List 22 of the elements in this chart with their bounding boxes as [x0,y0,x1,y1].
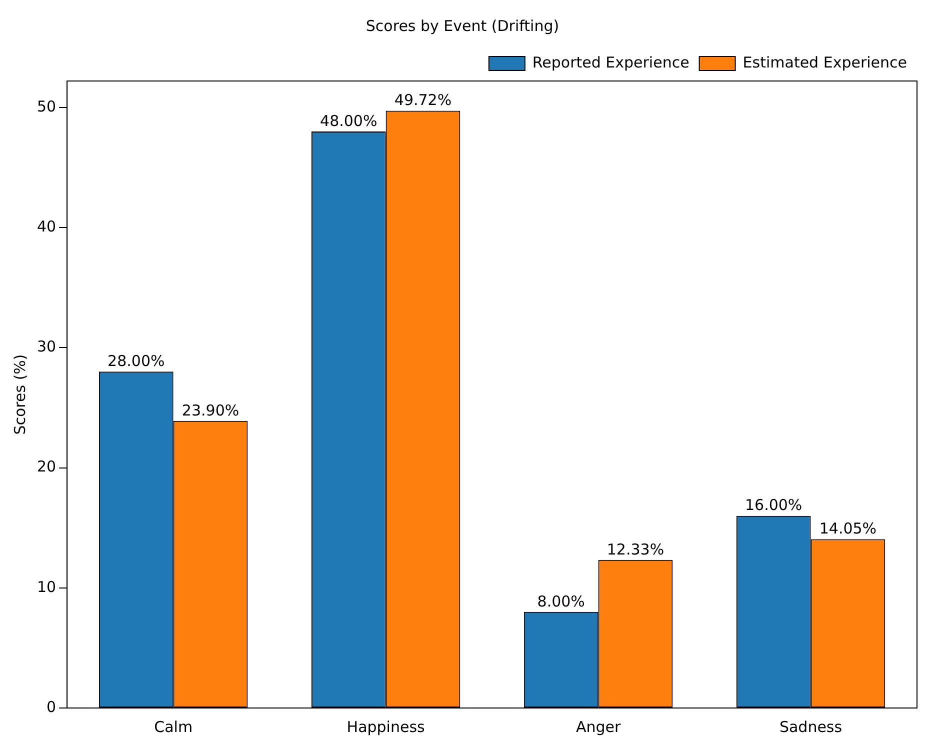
data-label: 49.72% [394,91,452,110]
x-tick-label: Calm [154,718,193,736]
data-label: 16.00% [744,496,802,514]
y-tick-label: 10 [36,578,56,596]
legend-label: Reported Experience [532,53,690,72]
y-tick-label: 40 [36,217,56,236]
x-tick-label: Anger [576,718,622,736]
y-tick-label: 50 [36,97,56,116]
data-label: 14.05% [819,520,877,538]
y-tick-label: 20 [36,458,56,476]
x-tick-label: Happiness [346,718,426,736]
y-axis-title: Scores (%) [10,354,29,435]
chart-title: Scores by Event (Drifting) [366,16,560,35]
y-tick-label: 30 [36,338,56,356]
data-label: 8.00% [537,592,585,610]
data-label: 12.33% [606,540,664,558]
data-label: 28.00% [108,352,165,370]
x-tick-label: Sadness [779,718,842,736]
data-label: 23.90% [182,401,240,420]
y-tick-label: 0 [46,698,56,716]
data-label: 48.00% [320,112,378,130]
legend-label: Estimated Experience [742,53,908,72]
